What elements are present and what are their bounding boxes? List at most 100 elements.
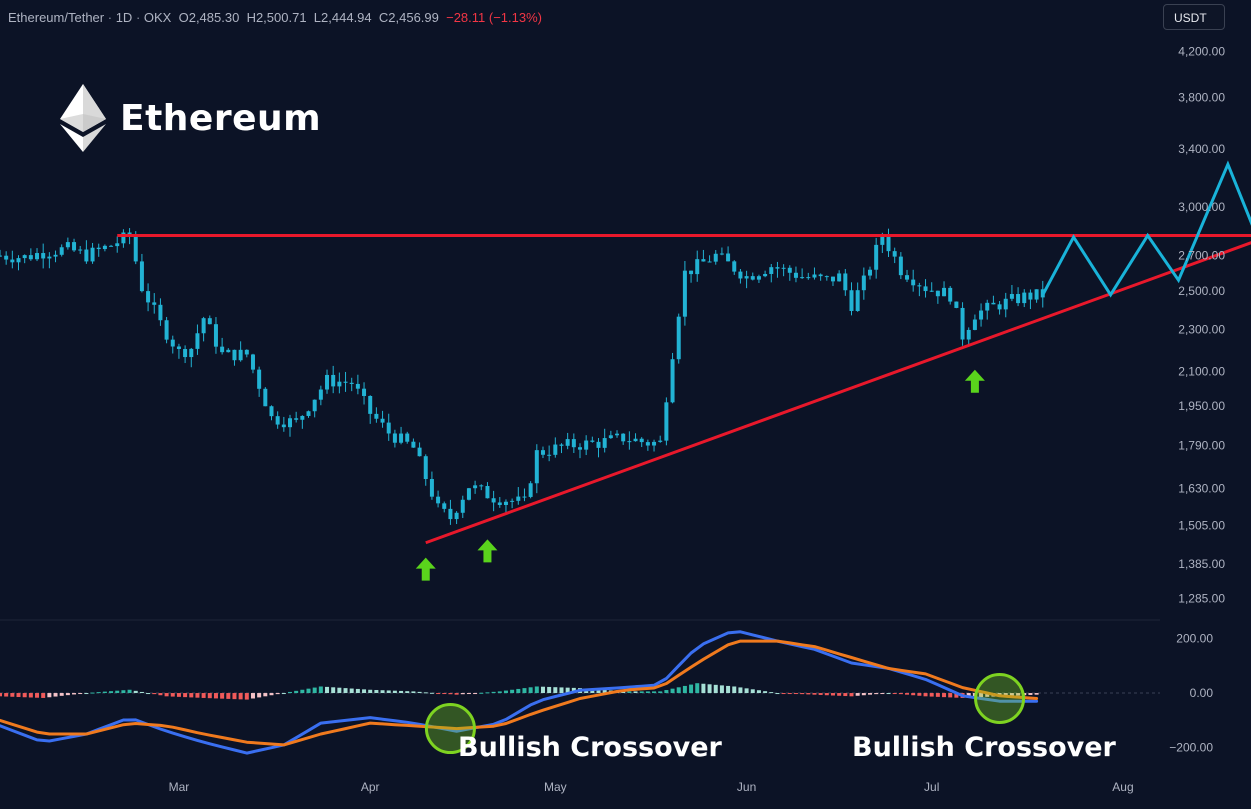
macd-histogram-bar [115, 690, 120, 694]
candle [948, 286, 953, 305]
macd-histogram-bar [652, 691, 657, 694]
macd-histogram-bar [183, 693, 188, 698]
macd-histogram-bar [466, 693, 471, 695]
candle [781, 264, 786, 277]
price-tick-label: 2,700.00 [1178, 249, 1225, 263]
candle [368, 395, 373, 424]
candle [732, 260, 737, 275]
candle [281, 416, 286, 432]
macd-histogram-bar [102, 691, 107, 694]
macd-histogram-bar [423, 692, 428, 694]
candle [244, 349, 249, 358]
macd-histogram-bar [448, 693, 453, 695]
candle [355, 374, 360, 395]
macd-histogram-bar [460, 693, 465, 695]
macd-histogram-bar [337, 687, 342, 694]
candle [787, 265, 792, 281]
candle [65, 237, 70, 250]
signal-line [0, 639, 1039, 747]
macd-histogram-bar [917, 693, 922, 696]
candle [84, 240, 89, 264]
macd-histogram-bar [744, 688, 749, 694]
candle [553, 437, 558, 458]
macd-histogram-bar [880, 693, 885, 695]
candle [905, 269, 910, 283]
candle [775, 261, 780, 278]
macd-histogram-bar [664, 690, 669, 694]
symbol-name[interactable]: Ethereum/Tether [8, 10, 105, 25]
currency-button[interactable]: USDT [1163, 4, 1225, 30]
macd-histogram-bar [689, 684, 694, 694]
candle [59, 244, 64, 257]
candle [16, 255, 21, 271]
macd-histogram-bar [954, 693, 959, 698]
candle [429, 471, 434, 500]
candle [670, 352, 675, 404]
time-tick-label: Apr [361, 780, 380, 794]
crossover-circle [424, 703, 476, 755]
candle [207, 315, 212, 325]
candle [942, 281, 947, 297]
macd-histogram-bar [645, 691, 650, 694]
candle [806, 272, 811, 280]
macd-histogram-bar [263, 693, 268, 697]
macd-histogram-bar [534, 686, 539, 694]
macd-histogram-bar [349, 688, 354, 694]
candle [898, 252, 903, 280]
candle [1028, 289, 1033, 310]
macd-histogram-bar [170, 693, 175, 697]
projection-path [1041, 160, 1251, 298]
macd-histogram-bar [90, 692, 95, 694]
macd-histogram-bar [4, 693, 9, 697]
macd-histogram-bar [300, 689, 305, 694]
candle [793, 266, 798, 283]
macd-histogram-bar [158, 693, 163, 696]
interval[interactable]: 1D [115, 10, 133, 25]
candle [386, 413, 391, 441]
candle [269, 405, 274, 421]
support-arrows [415, 369, 985, 581]
macd-histogram-bar [127, 689, 132, 694]
candle [220, 337, 225, 355]
macd-histogram-bar [399, 690, 404, 694]
candle [448, 499, 453, 525]
macd-histogram-bar [948, 693, 953, 698]
candle [4, 251, 9, 265]
time-tick-label: Jun [737, 780, 756, 794]
candle [436, 490, 441, 508]
macd-histogram-bar [682, 685, 687, 694]
macd-histogram-bar [793, 693, 798, 695]
candle [411, 438, 416, 448]
candle [306, 410, 311, 418]
macd-histogram-bar [855, 693, 860, 696]
macd-histogram-bar [565, 687, 570, 694]
price-tick-label: 3,400.00 [1178, 142, 1225, 156]
candle [590, 436, 595, 443]
price-tick-label: 1,505.00 [1178, 519, 1225, 533]
macd-tick-label: 0.00 [1190, 686, 1214, 700]
macd-histogram-bar [139, 691, 144, 694]
macd-histogram-bar [1016, 693, 1021, 696]
candle [139, 253, 144, 293]
brand-logo: Ethereum [60, 84, 321, 152]
macd-histogram-bar [1009, 693, 1014, 696]
candle [719, 247, 724, 256]
macd-histogram-bar [294, 690, 299, 694]
macd-histogram-bar [639, 691, 644, 694]
macd-histogram-bar [559, 687, 564, 694]
macd-histogram-bar [189, 693, 194, 698]
candle [158, 298, 163, 326]
macd-histogram-bar [861, 693, 866, 696]
macd-histogram-bar [386, 690, 391, 694]
price-tick-label: 4,200.00 [1178, 44, 1225, 58]
candle [645, 439, 650, 451]
brand-name: Ethereum [120, 97, 322, 139]
candle [861, 267, 866, 300]
candle [769, 264, 774, 283]
candle [294, 411, 299, 423]
candle [658, 435, 663, 443]
candle [985, 299, 990, 320]
candle [997, 301, 1002, 315]
candle [195, 324, 200, 355]
